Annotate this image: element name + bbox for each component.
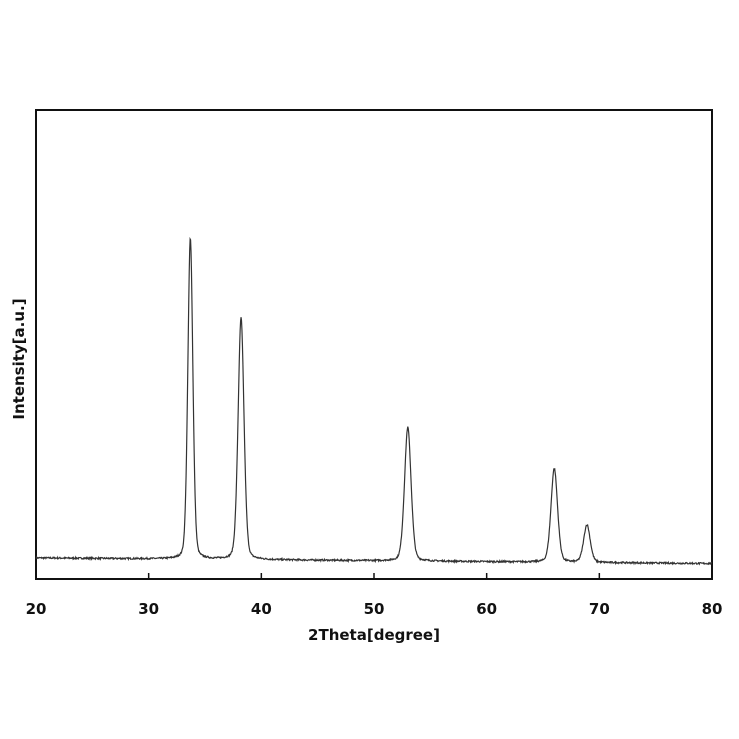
x-tick-label: 30	[138, 600, 159, 618]
y-axis-title: Intensity[a.u.]	[10, 298, 28, 419]
x-tick-label: 50	[364, 600, 385, 618]
x-axis-tick-labels: 20 30 40 50 60 70 80	[26, 600, 723, 618]
x-tick-label: 60	[476, 600, 497, 618]
plot-frame	[35, 109, 713, 580]
x-tick-label: 20	[26, 600, 47, 618]
x-tick-label: 40	[251, 600, 272, 618]
x-axis-ticks	[147, 573, 601, 579]
x-tick-label: 70	[589, 600, 610, 618]
x-tick-label: 80	[702, 600, 723, 618]
x-axis-title: 2Theta[degree]	[308, 626, 440, 644]
xrd-pattern-line	[35, 236, 713, 566]
